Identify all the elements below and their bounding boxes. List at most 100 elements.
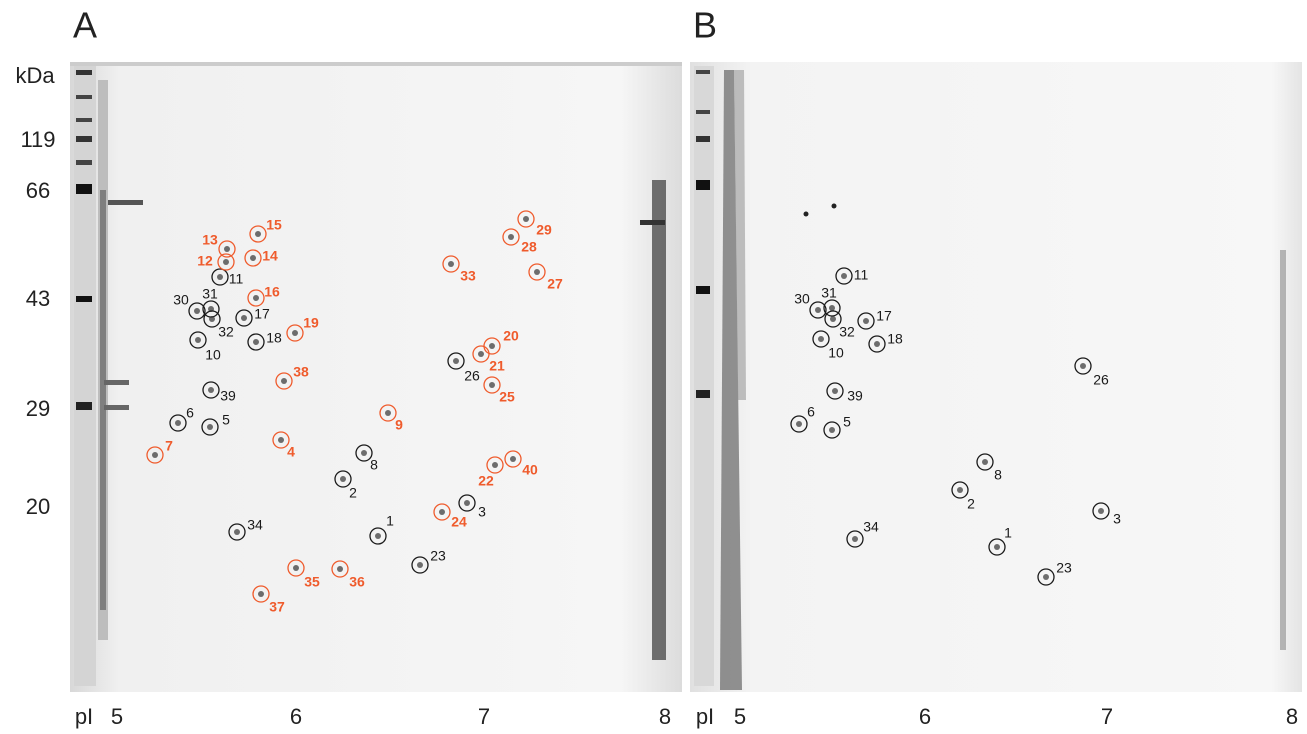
spot-circle [247,289,265,307]
spot-circle [188,302,206,320]
spot-dot [340,476,346,482]
spot-circle [824,310,842,328]
spot-circle [458,494,476,512]
spot-circle [201,418,219,436]
spot-label: 14 [262,248,278,264]
spot-label: 16 [264,284,280,300]
spot-circle [472,345,490,363]
spot-dot [439,509,445,515]
spot-label: 31 [202,286,218,302]
spot-dot [448,261,454,267]
pi-title: pI [75,704,93,729]
spot-circle [369,527,387,545]
panel-label: A [73,5,97,46]
pi-marker: 7 [1101,704,1113,729]
spot-dot [207,424,213,430]
spot-label: 24 [451,514,467,530]
spot-dot [241,315,247,321]
spot-label: 15 [266,217,282,233]
spot-label: 34 [863,519,879,535]
spot-circle [355,444,373,462]
spot-dot [852,536,858,542]
spot-circle [169,414,187,432]
spot-dot [253,295,259,301]
mw-marker: 43 [26,286,50,311]
spot-label: 35 [304,574,320,590]
spot-circle [447,352,465,370]
pi-marker: 5 [734,704,746,729]
spot-label: 7 [165,438,173,454]
spot-circle [528,263,546,281]
spot-circle [228,523,246,541]
mw-marker: 66 [26,178,50,203]
spot-dot [293,565,299,571]
pi-marker: 6 [919,704,931,729]
spot-label: 23 [1056,560,1072,576]
spot-label: 3 [1113,511,1121,527]
spot-label: 1 [1004,525,1012,541]
spot-label: 36 [349,574,365,590]
spot-label: 8 [370,457,378,473]
spot-label: 17 [254,306,270,322]
spot-dot [1080,363,1086,369]
spot-dot [830,316,836,322]
spot-dot [829,305,835,311]
spot-circle [252,585,270,603]
spot-dot [250,255,256,261]
spot-dot [818,336,824,342]
spot-circle [433,503,451,521]
spot-dot [152,452,158,458]
spot-label: 31 [821,285,837,301]
spot-dot [453,358,459,364]
spot-label: 32 [218,324,234,340]
spot-label: 9 [395,417,403,433]
spot-dot [489,343,495,349]
spot-dot [292,330,298,336]
spot-label: 2 [967,496,975,512]
spot-dot [1043,574,1049,580]
spot-dot [223,259,229,265]
spot-label: 6 [807,404,815,420]
spot-label: 6 [186,405,194,421]
spot-label: 40 [522,462,538,478]
spot-dot [417,562,423,568]
pi-marker: 8 [1286,704,1298,729]
spot-label: 2 [349,485,357,501]
spot-circle [486,456,504,474]
spot-dot [1098,508,1104,514]
spot-circle [483,376,501,394]
spot-circle [244,249,262,267]
pi-marker: 6 [290,704,302,729]
spot-label: 12 [197,253,213,269]
spot-circle [286,324,304,342]
spot-circle [823,421,841,439]
spot-label: 29 [536,222,552,238]
spot-dot [253,339,259,345]
pi-marker: 7 [478,704,490,729]
spot-circle [835,267,853,285]
spot-label: 20 [503,328,519,344]
spot-label: 4 [287,444,295,460]
mw-marker: 119 [20,127,55,152]
spot-dot [874,341,880,347]
spot-label: 8 [994,467,1002,483]
spot-dot [492,462,498,468]
spot-dot [281,378,287,384]
spot-circle [334,470,352,488]
spot-dot [510,456,516,462]
spot-circle [275,372,293,390]
gel-image [690,62,1302,692]
spot-dot [841,273,847,279]
spot-circle [790,415,808,433]
spot-label: 37 [269,599,285,615]
gel-image [70,62,682,692]
spot-label: 10 [205,347,221,363]
spot-circle [857,312,875,330]
spot-circle [976,453,994,471]
spot-circle [1037,568,1055,586]
spot-dot [796,421,802,427]
spot-dot [278,437,284,443]
spot-label: 26 [1093,372,1109,388]
pi-marker: 5 [111,704,123,729]
spot-dot [209,316,215,322]
